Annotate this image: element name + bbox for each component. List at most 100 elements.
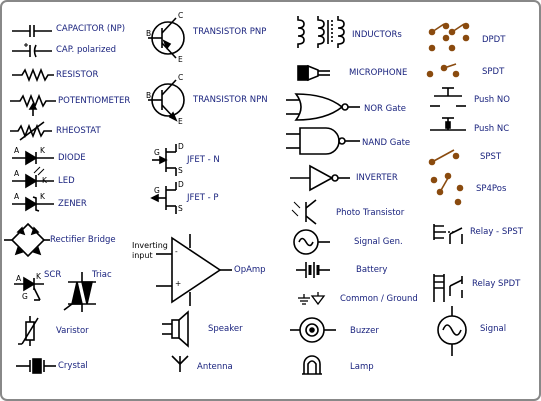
pin-d-jfet-p: D <box>178 180 184 189</box>
antenna-symbol <box>171 355 189 372</box>
jfet-p-symbol <box>150 182 177 214</box>
pin-b-npn: B <box>146 91 152 100</box>
inductors-symbol <box>297 16 345 48</box>
jfet-n-symbol <box>152 144 177 176</box>
cap-polarized-symbol <box>12 43 52 58</box>
pin-b-pnp: B <box>146 29 152 38</box>
transistor-npn-symbol <box>148 79 185 122</box>
spdt-symbol <box>426 63 460 78</box>
switch-symbols <box>426 22 470 206</box>
push-no-symbol <box>430 87 466 107</box>
label-spst: SPST <box>480 152 502 162</box>
label-push-no: Push NO <box>474 95 510 105</box>
nand-gate-symbol <box>286 127 360 155</box>
sp4pos-symbol <box>430 172 464 206</box>
label-cap-polarized: CAP. polarized <box>56 45 117 55</box>
label-transistor-npn: TRANSISTOR NPN <box>193 95 268 105</box>
speaker-symbol <box>162 310 189 348</box>
label-sp4pos: SP4Pos <box>476 184 507 194</box>
label-opamp: OpAmp <box>234 265 266 275</box>
opamp-symbol <box>156 234 232 306</box>
label-inductors: INDUCTORs <box>352 30 402 40</box>
pin-g-scr: G <box>22 292 28 301</box>
label-push-nc: Push NC <box>474 124 510 134</box>
pin-s-jfet-p: S <box>178 204 183 213</box>
label-photo-transistor: Photo Transistor <box>336 208 405 218</box>
pin-e-pnp: E <box>178 55 183 64</box>
lamp-symbol <box>302 355 322 375</box>
pin-c-pnp: C <box>178 11 184 20</box>
label-jfet-n: JFET - N <box>187 155 220 165</box>
photo-transistor-symbol <box>291 199 317 225</box>
pin-d-jfet-n: D <box>178 142 184 151</box>
spst-symbol <box>428 149 460 166</box>
relay-spst-symbol <box>433 224 463 244</box>
label-crystal: Crystal <box>58 361 88 371</box>
resistor-symbol <box>12 67 54 83</box>
push-nc-symbol <box>430 117 466 131</box>
label-lamp: Lamp <box>350 362 374 372</box>
label-dpdt: DPDT <box>482 35 506 45</box>
label-led: LED <box>58 176 75 186</box>
pin-a-led: A <box>14 169 20 178</box>
label-zener: ZENER <box>58 199 87 209</box>
pin-a-zener: A <box>14 192 20 201</box>
label-signal: Signal <box>480 324 507 334</box>
pin-k-zener: K <box>40 192 45 201</box>
label-scr: SCR <box>44 270 62 280</box>
label-antenna: Antenna <box>197 362 233 372</box>
label-resistor: RESISTOR <box>56 70 99 80</box>
label-inverting-input: Inverting input <box>132 241 168 260</box>
signal-symbol <box>437 306 467 356</box>
pin-g-jfet-p: G <box>154 186 160 195</box>
triac-symbol <box>63 272 96 312</box>
battery-symbol <box>296 262 330 278</box>
transistor-pnp-symbol <box>148 17 185 59</box>
pin-k-led: K <box>42 176 47 185</box>
label-common-ground: Common / Ground <box>340 294 418 304</box>
pin-g-jfet-n: G <box>154 148 160 157</box>
pin-e-npn: E <box>178 117 183 126</box>
label-speaker: Speaker <box>208 324 243 334</box>
label-varistor: Varistor <box>56 326 89 336</box>
signal-gen-symbol <box>293 229 330 255</box>
pin-a-diode: A <box>14 146 20 155</box>
scr-symbol <box>14 276 44 301</box>
label-microphone: MICROPHONE <box>349 68 408 78</box>
label-nor-gate: NOR Gate <box>364 104 407 114</box>
label-buzzer: Buzzer <box>350 326 379 336</box>
pin-a-scr: A <box>16 274 22 283</box>
varistor-symbol <box>18 316 39 346</box>
common-ground-symbol <box>298 292 326 306</box>
rectifier-bridge-symbol <box>4 222 50 258</box>
label-inverter: INVERTER <box>356 173 398 183</box>
label-spdt: SPDT <box>482 67 505 77</box>
relay-spdt-symbol <box>433 274 463 302</box>
label-relay-spdt: Relay SPDT <box>472 279 521 289</box>
microphone-symbol <box>297 64 330 82</box>
pin-c-npn: C <box>178 73 184 82</box>
label-signal-gen: Signal Gen. <box>354 237 403 247</box>
label-jfet-p: JFET - P <box>187 193 219 203</box>
dpdt-symbol <box>428 22 470 52</box>
pin-k-scr: K <box>36 272 41 281</box>
potentiometer-symbol <box>10 93 56 116</box>
led-symbol <box>12 166 54 189</box>
label-diode: DIODE <box>58 153 86 163</box>
label-transistor-pnp: TRANSISTOR PNP <box>193 27 267 37</box>
inverter-symbol <box>290 164 350 192</box>
nor-gate-symbol <box>286 93 360 121</box>
label-capacitor-np: CAPACITOR (NP) <box>56 24 126 34</box>
capacitor-np-symbol <box>12 25 52 37</box>
label-rectifier-bridge: Rectifier Bridge <box>50 235 116 245</box>
zener-symbol <box>12 196 54 212</box>
pin-s-jfet-n: S <box>178 166 183 175</box>
pin-minus-opamp: - <box>175 247 178 256</box>
label-battery: Battery <box>356 265 388 275</box>
rheostat-symbol <box>10 121 52 141</box>
label-relay-spst: Relay - SPST <box>470 227 523 237</box>
pin-plus-opamp: + <box>175 279 182 288</box>
